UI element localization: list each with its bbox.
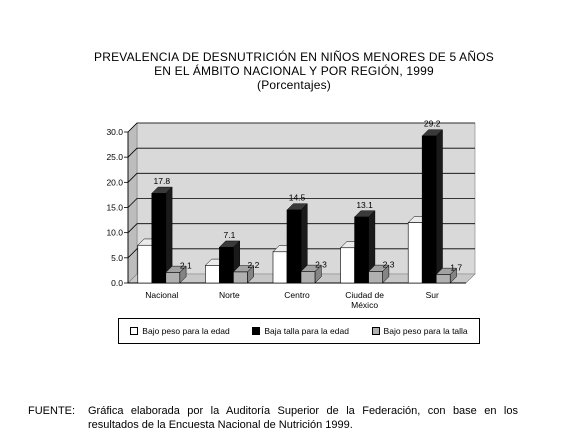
gridline (127, 198, 475, 208)
bar-bajo-peso-talla (435, 274, 451, 284)
bar-baja-talla-edad (286, 209, 302, 284)
legend-label: Bajo peso para la talla (383, 326, 468, 336)
data-label: 7.1 (223, 230, 235, 240)
data-label: 2.1 (180, 260, 192, 270)
bar-chart: 0.0 5.0 10.0 15.0 20.0 25.0 30.0 17.8 2.1 Naciona… (106, 119, 476, 310)
bar-bajo-peso-talla (368, 271, 383, 284)
y-tick-label: 5.0 (111, 253, 123, 263)
x-category-label: México (351, 300, 378, 310)
chart-title-line-2: EN EL ÁMBITO NACIONAL Y POR REGIÓN, 1999 (154, 64, 434, 78)
source-label: FUENTE: (28, 405, 76, 417)
y-tick-label: 30.0 (106, 127, 123, 137)
bar-bajo-peso-edad (272, 251, 288, 284)
gridline (127, 122, 475, 133)
chart-legend: Bajo peso para la edad Baja talla para l… (118, 318, 480, 344)
data-label: 2.2 (247, 260, 259, 270)
x-category-label: Sur (426, 290, 439, 300)
bar-baja-talla-edad (219, 246, 234, 284)
gridline (127, 172, 475, 183)
legend-label: Baja talla para la edad (264, 326, 349, 336)
x-category-label: Centro (284, 290, 310, 300)
data-label: 1.7 (450, 262, 462, 272)
bar-baja-talla-edad (354, 216, 369, 284)
y-tick-label: 25.0 (106, 152, 123, 162)
chart-subtitle: (Porcentajes) (257, 78, 331, 92)
legend-swatch-gray (371, 327, 380, 335)
source-text: Gráfica elaborada por la Auditoría Super… (88, 405, 518, 431)
data-label: 2.3 (315, 259, 327, 269)
data-label: 17.8 (154, 176, 171, 186)
bar-bajo-peso-edad (205, 265, 220, 284)
x-category-label: Nacional (145, 290, 178, 300)
legend-item-bajo-peso-talla: Bajo peso para la talla (371, 326, 468, 336)
y-tick-label: 20.0 (106, 177, 123, 187)
x-category-label: Norte (219, 290, 240, 300)
bar-bajo-peso-edad (407, 222, 423, 284)
chart-title-line-1: PREVALENCIA DE DESNUTRICIÓN EN NIÑOS MEN… (94, 50, 494, 64)
bar-bajo-peso-talla (300, 271, 316, 284)
y-tick-label: 0.0 (111, 278, 123, 288)
legend-item-baja-talla-edad: Baja talla para la edad (252, 326, 349, 336)
bar-side (435, 129, 443, 284)
y-tick-label: 15.0 (106, 203, 123, 213)
data-label: 2.3 (383, 259, 395, 269)
data-label: 14.5 (289, 193, 306, 203)
y-tick-label: 10.0 (106, 228, 123, 238)
bar-bajo-peso-talla (233, 271, 248, 284)
bar-baja-talla-edad (421, 135, 437, 284)
gridline (127, 147, 475, 158)
data-label: 29.2 (424, 119, 441, 129)
bar-bajo-peso-edad (340, 247, 355, 284)
bar-bajo-peso-edad (137, 244, 153, 284)
data-label: 13.1 (356, 200, 373, 210)
bar-baja-talla-edad (151, 193, 167, 284)
legend-swatch-black (252, 327, 261, 335)
x-category-label: Ciudad de (345, 290, 384, 300)
legend-item-bajo-peso-edad: Bajo peso para la edad (130, 326, 230, 336)
legend-label: Bajo peso para la edad (142, 326, 230, 336)
bar-bajo-peso-talla (165, 272, 181, 284)
legend-swatch-white (130, 327, 139, 335)
